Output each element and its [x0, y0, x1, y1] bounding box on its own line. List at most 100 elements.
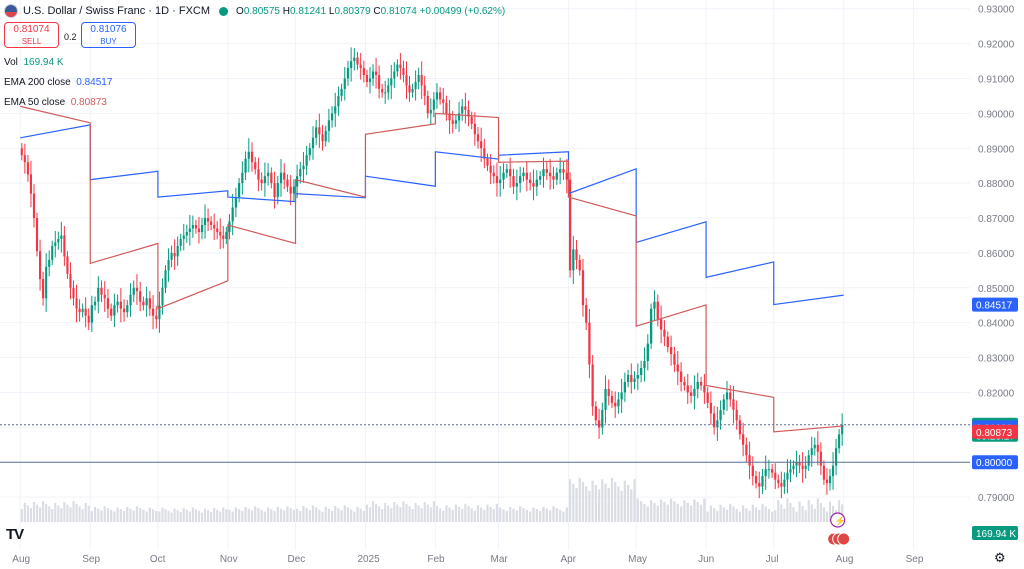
candle-body — [350, 61, 353, 69]
volume-bar — [48, 506, 51, 522]
volume-bar — [334, 506, 337, 522]
volume-bar — [142, 509, 145, 522]
candle-body — [620, 392, 623, 400]
volume-bar — [254, 506, 257, 522]
volume-bar — [161, 507, 164, 522]
candle-body — [305, 155, 308, 166]
candle-body — [32, 193, 36, 219]
candle-body — [512, 176, 515, 187]
candle-body — [532, 183, 535, 187]
candle-body — [535, 179, 538, 187]
us-ch-flag-icon — [4, 4, 18, 18]
volume-bar — [432, 501, 435, 522]
candle-body — [810, 448, 813, 456]
volume-bar — [492, 509, 495, 522]
candle-body — [480, 141, 483, 149]
volume-bar — [532, 507, 535, 522]
candle-body — [663, 329, 666, 337]
ema50-legend[interactable]: EMA 50 close 0.80873 — [4, 97, 107, 108]
volume-bar — [696, 502, 699, 522]
volume-bar — [408, 506, 411, 522]
candle-body — [669, 347, 673, 355]
buy-button[interactable]: 0.81076 BUY — [81, 22, 136, 48]
volume-bar — [693, 499, 696, 522]
candle-body — [122, 308, 126, 313]
volume-bar — [578, 477, 581, 522]
ema200-legend[interactable]: EMA 200 close 0.84517 — [4, 77, 113, 88]
candle-body — [103, 294, 106, 299]
candle-body — [545, 169, 548, 173]
volume-bar — [60, 508, 63, 522]
volume-bar — [270, 509, 273, 522]
tradingview-logo[interactable]: TV — [6, 526, 24, 543]
candle-body — [420, 75, 423, 86]
volume-bar — [286, 506, 289, 522]
change-readout: +0.00499 (+0.62%) — [419, 5, 506, 17]
candle-body — [639, 368, 643, 375]
candle-body — [429, 109, 432, 114]
volume-bar — [594, 485, 597, 522]
symbol-title[interactable]: U.S. Dollar / Swiss Franc · 1D · FXCM — [23, 5, 211, 17]
sell-button[interactable]: 0.81074 SELL — [4, 22, 59, 48]
candle-body — [113, 305, 116, 316]
volume-bar — [343, 505, 346, 522]
candle-body — [630, 375, 633, 382]
volume-bar — [555, 508, 558, 522]
candle-body — [402, 68, 405, 75]
volume-bar — [116, 507, 119, 522]
candle-body — [838, 434, 841, 449]
candle-body — [758, 483, 761, 487]
candle-body — [390, 78, 393, 86]
price-label-box — [972, 455, 1018, 470]
candle-body — [119, 301, 122, 309]
volume-bar — [656, 505, 659, 522]
volume-bar — [669, 498, 673, 522]
candle-body — [45, 266, 48, 299]
candle-body — [51, 245, 54, 260]
volume-bar — [237, 509, 241, 522]
volume-bar — [100, 510, 103, 522]
candle-body — [197, 228, 201, 232]
candle-body — [783, 479, 786, 487]
candle-body — [368, 78, 372, 82]
candle-body — [116, 301, 119, 306]
volume-bar — [828, 501, 832, 522]
candle-body — [819, 451, 822, 466]
volume-bar — [305, 508, 308, 522]
candle-body — [417, 75, 420, 82]
candle-body — [266, 172, 270, 177]
candle-body — [617, 399, 620, 407]
volume-bar — [529, 511, 532, 522]
volume-bar — [480, 507, 483, 522]
candle-body — [709, 402, 713, 414]
candle-body — [515, 183, 519, 187]
volume-bar — [145, 511, 148, 522]
volume-bar — [135, 506, 139, 522]
y-tick-label: 0.91000 — [978, 74, 1015, 85]
volume-bar — [483, 509, 486, 522]
spread-value: 0.2 — [64, 32, 77, 42]
volume-bar — [489, 506, 492, 522]
volume-bar — [417, 505, 420, 522]
volume-bar — [185, 509, 188, 522]
candle-body — [375, 71, 378, 75]
volume-bar — [774, 510, 777, 522]
candle-body — [581, 270, 585, 306]
sell-label: SELL — [21, 37, 42, 46]
candle-body — [489, 165, 492, 173]
x-tick-label: Aug — [836, 554, 854, 565]
volume-bar — [167, 510, 170, 522]
candle-body — [748, 455, 751, 466]
volume-legend[interactable]: Vol 169.94 K — [4, 57, 64, 68]
volume-bar — [353, 511, 356, 522]
volume-bar — [176, 510, 179, 522]
price-label-box — [972, 424, 1018, 439]
candle-body — [340, 88, 343, 96]
gear-icon[interactable]: ⚙ — [994, 550, 1006, 565]
volume-bar — [119, 509, 122, 522]
buy-price: 0.81076 — [90, 24, 127, 35]
volume-bar — [188, 511, 191, 522]
candle-body — [97, 287, 100, 302]
candle-body — [542, 169, 545, 177]
